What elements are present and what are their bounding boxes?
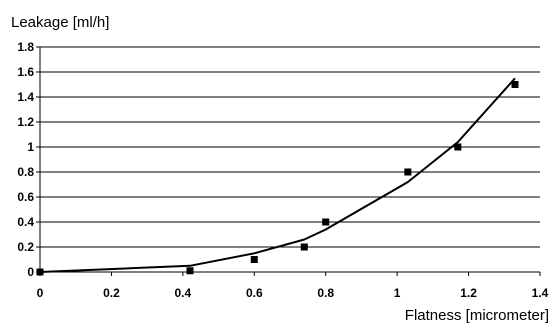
y-tick-label-9: 1.8: [17, 40, 34, 54]
y-tick-label-4: 0.8: [17, 165, 34, 179]
x-tick-label-6: 1.2: [460, 286, 477, 300]
axes: [36, 46, 541, 276]
x-tick-label-2: 0.4: [175, 286, 192, 300]
x-tick-label-7: 1.4: [532, 286, 549, 300]
x-tick-label-3: 0.6: [246, 286, 263, 300]
data-markers-layer: [36, 81, 519, 276]
data-point-2: [250, 256, 258, 263]
y-tick-label-7: 1.4: [17, 90, 34, 104]
y-tick-label-0: 0: [27, 265, 34, 279]
x-axis-title: Flatness [micrometer]: [405, 307, 549, 324]
y-tick-label-6: 1.2: [17, 115, 34, 129]
x-tick-label-1: 0.2: [103, 286, 120, 300]
fit-curve-layer: [39, 77, 516, 273]
y-tick-label-5: 1: [27, 140, 34, 154]
y-tick-label-2: 0.4: [17, 215, 34, 229]
y-tick-label-8: 1.6: [17, 65, 34, 79]
data-point-7: [511, 81, 519, 88]
tick-labels: 0 0.2 0.4 0.6 0.8 1 1.2 1.4 1.6 1.8 0 0.2 0.4 0.6 0.8 1…: [17, 40, 548, 300]
grid-lines: [40, 46, 540, 248]
y-axis-title: Leakage [ml/h]: [11, 14, 109, 31]
data-point-1: [186, 267, 194, 275]
y-tick-label-3: 0.6: [17, 190, 34, 204]
y-tick-label-1: 0.2: [17, 240, 34, 254]
x-tick-label-4: 0.8: [317, 286, 334, 300]
data-point-5: [404, 168, 412, 176]
data-point-0: [36, 268, 44, 276]
data-point-3: [300, 243, 308, 251]
data-point-6: [454, 143, 462, 151]
fit-curve: [39, 77, 516, 273]
x-tick-label-0: 0: [37, 286, 44, 300]
data-point-4: [322, 218, 330, 226]
x-tick-label-5: 1: [394, 286, 401, 300]
